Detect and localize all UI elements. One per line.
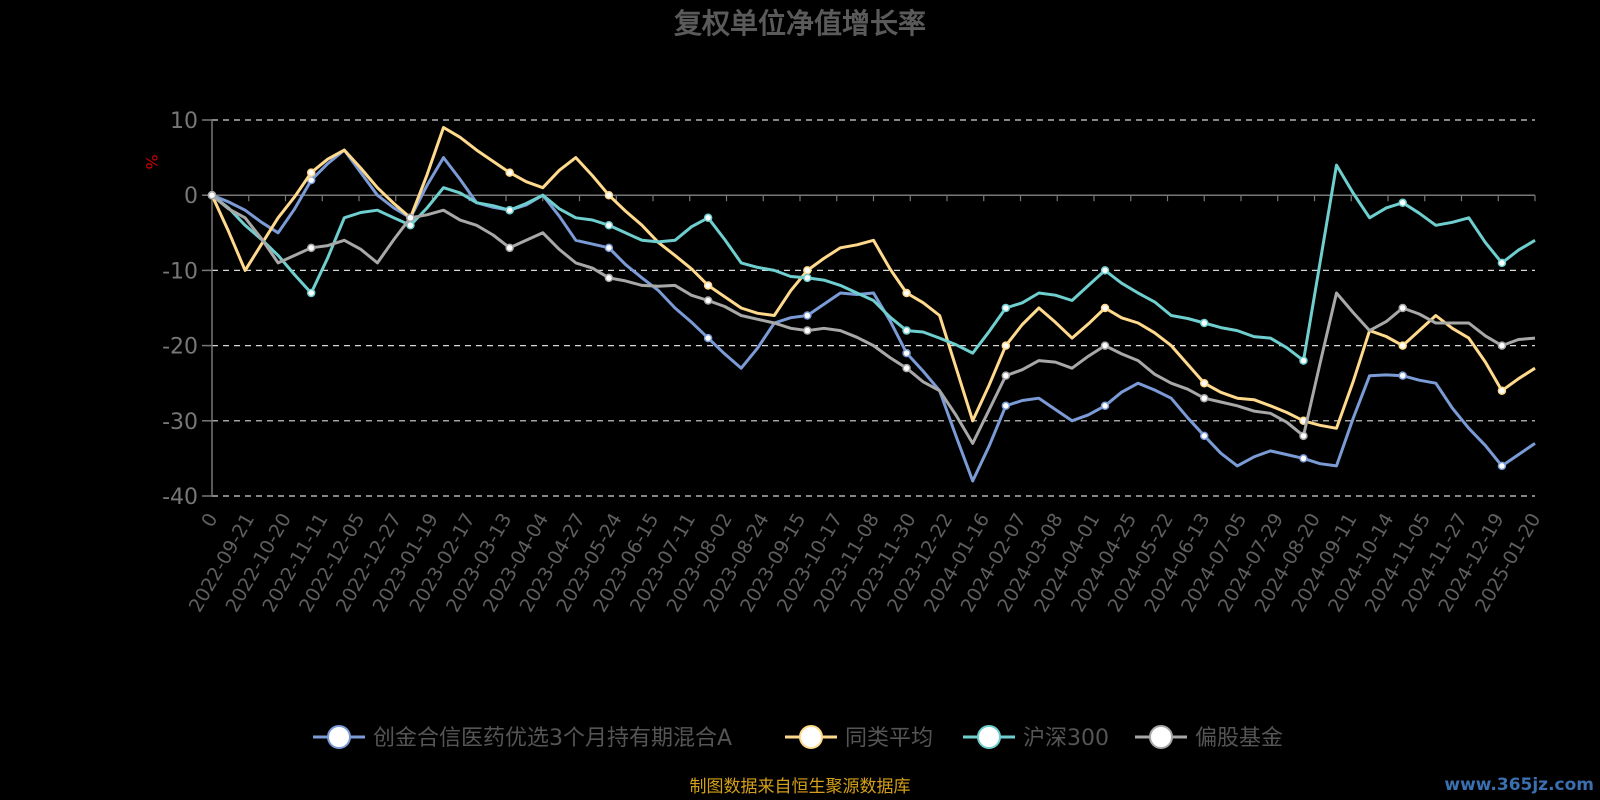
data-point bbox=[703, 213, 713, 223]
data-point bbox=[505, 243, 514, 253]
data-point bbox=[803, 266, 812, 275]
y-tick-label: -10 bbox=[162, 259, 198, 284]
data-point bbox=[1100, 266, 1110, 275]
data-point bbox=[505, 168, 514, 177]
data-point bbox=[1001, 371, 1011, 380]
legend-label: 偏股基金 bbox=[1195, 726, 1283, 751]
data-point bbox=[1398, 303, 1407, 313]
x-tick-label: 0 bbox=[197, 510, 222, 531]
legend-item-0[interactable]: 创金合信医药优选3个月持有期混合A bbox=[313, 725, 732, 751]
series-line-0 bbox=[211, 148, 1536, 483]
data-point bbox=[1299, 431, 1308, 441]
data-point bbox=[1497, 461, 1507, 471]
y-tick-label: 10 bbox=[170, 109, 198, 134]
data-point bbox=[306, 288, 316, 298]
legend-marker bbox=[799, 725, 823, 749]
data-point bbox=[306, 168, 316, 177]
data-point bbox=[604, 190, 614, 200]
watermark: www.365jz.com bbox=[1444, 775, 1594, 795]
legend-label: 同类平均 bbox=[845, 726, 933, 751]
series-lines bbox=[207, 126, 1536, 483]
data-point bbox=[1398, 371, 1407, 380]
data-point bbox=[1200, 318, 1209, 328]
legend-label: 创金合信医药优选3个月持有期混合A bbox=[373, 726, 732, 751]
data-point bbox=[1001, 303, 1011, 313]
legend-marker bbox=[977, 725, 1001, 749]
data-point bbox=[1299, 356, 1308, 365]
data-point bbox=[1100, 341, 1110, 350]
data-point bbox=[1497, 386, 1507, 395]
data-point bbox=[703, 281, 713, 290]
y-tick-label: 0 bbox=[184, 184, 198, 209]
data-point bbox=[703, 333, 713, 343]
data-point bbox=[1100, 303, 1110, 313]
data-point bbox=[1001, 341, 1011, 350]
data-point bbox=[1398, 341, 1407, 350]
legend-marker bbox=[327, 725, 351, 749]
data-point bbox=[406, 213, 415, 223]
data-point bbox=[1497, 341, 1507, 350]
data-point bbox=[902, 326, 911, 335]
data-point bbox=[604, 243, 614, 253]
y-tick-label: -30 bbox=[162, 410, 198, 435]
data-point bbox=[902, 348, 911, 358]
legend-label: 沪深300 bbox=[1023, 726, 1109, 751]
data-point bbox=[803, 326, 812, 335]
data-point bbox=[902, 363, 911, 373]
data-point bbox=[803, 273, 812, 283]
legend-marker bbox=[1149, 725, 1173, 749]
data-point bbox=[1001, 401, 1011, 411]
data-point bbox=[1398, 198, 1407, 207]
data-source-note: 制图数据来自恒生聚源数据库 bbox=[690, 777, 911, 797]
y-tick-label: -40 bbox=[162, 485, 198, 510]
data-point bbox=[604, 273, 614, 283]
data-point bbox=[207, 190, 217, 200]
data-point bbox=[902, 288, 911, 298]
legend-item-2[interactable]: 沪深300 bbox=[963, 725, 1109, 751]
data-point bbox=[1497, 258, 1507, 268]
data-point bbox=[1200, 378, 1209, 388]
legend[interactable]: 创金合信医药优选3个月持有期混合A 同类平均 沪深300 偏股基金 bbox=[313, 725, 1283, 751]
y-tick-label: -20 bbox=[162, 335, 198, 360]
grid-lines bbox=[212, 119, 1535, 497]
data-point bbox=[803, 311, 812, 320]
data-point bbox=[604, 221, 614, 230]
data-point bbox=[306, 243, 316, 253]
data-point bbox=[1299, 454, 1308, 463]
y-axis-unit: % bbox=[142, 154, 161, 169]
series-line-1 bbox=[210, 126, 1536, 430]
chart-title: 复权单位净值增长率 bbox=[674, 7, 926, 40]
data-point bbox=[505, 205, 514, 215]
x-axis: 02022-09-212022-10-202022-11-112022-12-0… bbox=[185, 195, 1545, 616]
data-point bbox=[703, 296, 713, 305]
series-line-3 bbox=[211, 194, 1536, 445]
data-point bbox=[1200, 431, 1209, 441]
legend-item-3[interactable]: 偏股基金 bbox=[1135, 725, 1283, 751]
y-axis-ticks: 10 0 -10 -20 -30 -40 bbox=[162, 109, 213, 510]
series-line-2 bbox=[211, 163, 1536, 363]
legend-item-1[interactable]: 同类平均 bbox=[785, 725, 933, 751]
data-point bbox=[1200, 393, 1209, 403]
data-point bbox=[1100, 401, 1110, 411]
